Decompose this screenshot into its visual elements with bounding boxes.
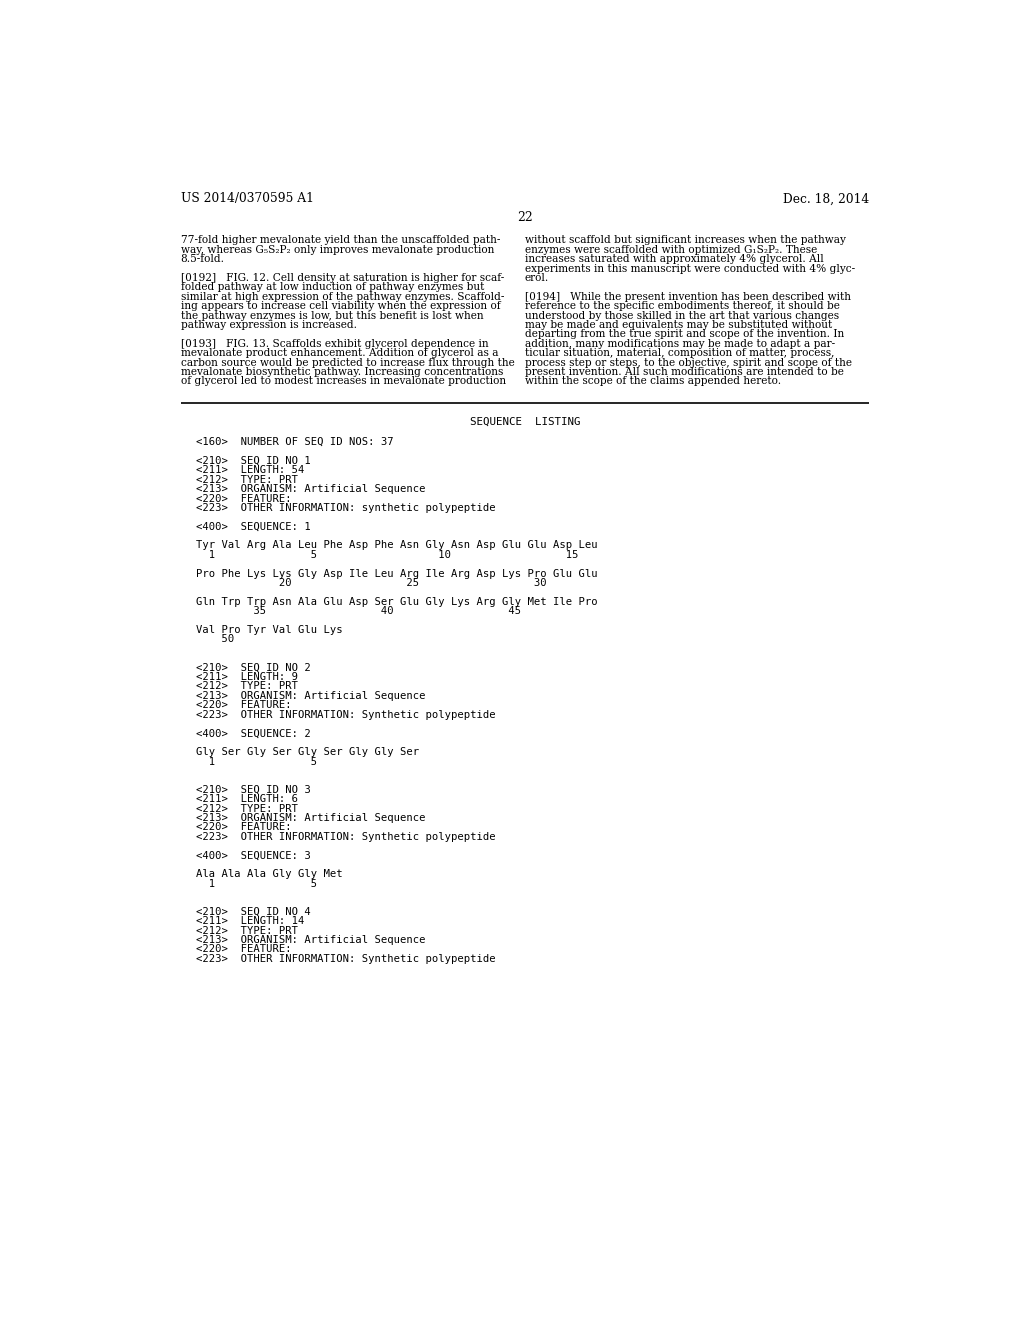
Text: <400>  SEQUENCE: 1: <400> SEQUENCE: 1 [197,521,311,532]
Text: <213>  ORGANISM: Artificial Sequence: <213> ORGANISM: Artificial Sequence [197,690,426,701]
Text: [0193]   FIG. 13. Scaffolds exhibit glycerol dependence in: [0193] FIG. 13. Scaffolds exhibit glycer… [180,339,488,348]
Text: <220>  FEATURE:: <220> FEATURE: [197,700,292,710]
Text: <223>  OTHER INFORMATION: synthetic polypeptide: <223> OTHER INFORMATION: synthetic polyp… [197,503,496,513]
Text: reference to the specific embodiments thereof, it should be: reference to the specific embodiments th… [524,301,840,312]
Text: enzymes were scaffolded with optimized G₁S₂P₂. These: enzymes were scaffolded with optimized G… [524,244,817,255]
Text: may be made and equivalents may be substituted without: may be made and equivalents may be subst… [524,319,833,330]
Text: <210>  SEQ ID NO 4: <210> SEQ ID NO 4 [197,907,311,917]
Text: <212>  TYPE: PRT: <212> TYPE: PRT [197,804,298,813]
Text: <210>  SEQ ID NO 2: <210> SEQ ID NO 2 [197,663,311,673]
Text: <220>  FEATURE:: <220> FEATURE: [197,494,292,503]
Text: <400>  SEQUENCE: 3: <400> SEQUENCE: 3 [197,850,311,861]
Text: <210>  SEQ ID NO 3: <210> SEQ ID NO 3 [197,784,311,795]
Text: <212>  TYPE: PRT: <212> TYPE: PRT [197,475,298,484]
Text: without scaffold but significant increases when the pathway: without scaffold but significant increas… [524,235,846,246]
Text: <160>  NUMBER OF SEQ ID NOS: 37: <160> NUMBER OF SEQ ID NOS: 37 [197,437,394,447]
Text: <400>  SEQUENCE: 2: <400> SEQUENCE: 2 [197,729,311,738]
Text: carbon source would be predicted to increase flux through the: carbon source would be predicted to incr… [180,358,514,367]
Text: 20                  25                  30: 20 25 30 [197,578,547,587]
Text: 1               5: 1 5 [197,756,317,767]
Text: <213>  ORGANISM: Artificial Sequence: <213> ORGANISM: Artificial Sequence [197,935,426,945]
Text: <211>  LENGTH: 6: <211> LENGTH: 6 [197,795,298,804]
Text: folded pathway at low induction of pathway enzymes but: folded pathway at low induction of pathw… [180,282,484,292]
Text: [0192]   FIG. 12. Cell density at saturation is higher for scaf-: [0192] FIG. 12. Cell density at saturati… [180,273,504,282]
Text: of glycerol led to modest increases in mevalonate production: of glycerol led to modest increases in m… [180,376,506,387]
Text: <212>  TYPE: PRT: <212> TYPE: PRT [197,681,298,692]
Text: understood by those skilled in the art that various changes: understood by those skilled in the art t… [524,310,839,321]
Text: the pathway enzymes is low, but this benefit is lost when: the pathway enzymes is low, but this ben… [180,310,483,321]
Text: <212>  TYPE: PRT: <212> TYPE: PRT [197,925,298,936]
Text: US 2014/0370595 A1: US 2014/0370595 A1 [180,193,313,206]
Text: mevalonate product enhancement. Addition of glycerol as a: mevalonate product enhancement. Addition… [180,348,499,358]
Text: process step or steps, to the objective, spirit and scope of the: process step or steps, to the objective,… [524,358,852,367]
Text: ing appears to increase cell viability when the expression of: ing appears to increase cell viability w… [180,301,501,312]
Text: [0194]   While the present invention has been described with: [0194] While the present invention has b… [524,292,851,302]
Text: experiments in this manuscript were conducted with 4% glyc-: experiments in this manuscript were cond… [524,264,855,273]
Text: <220>  FEATURE:: <220> FEATURE: [197,822,292,833]
Text: <223>  OTHER INFORMATION: Synthetic polypeptide: <223> OTHER INFORMATION: Synthetic polyp… [197,954,496,964]
Text: Gln Trp Trp Asn Ala Glu Asp Ser Glu Gly Lys Arg Gly Met Ile Pro: Gln Trp Trp Asn Ala Glu Asp Ser Glu Gly … [197,597,598,607]
Text: 35                  40                  45: 35 40 45 [197,606,521,616]
Text: ticular situation, material, composition of matter, process,: ticular situation, material, composition… [524,348,835,358]
Text: <211>  LENGTH: 9: <211> LENGTH: 9 [197,672,298,682]
Text: present invention. All such modifications are intended to be: present invention. All such modification… [524,367,844,378]
Text: 50: 50 [197,635,234,644]
Text: <211>  LENGTH: 54: <211> LENGTH: 54 [197,466,304,475]
Text: within the scope of the claims appended hereto.: within the scope of the claims appended … [524,376,781,387]
Text: 1               5                   10                  15: 1 5 10 15 [197,550,579,560]
Text: way, whereas G₅S₂P₂ only improves mevalonate production: way, whereas G₅S₂P₂ only improves mevalo… [180,244,494,255]
Text: <211>  LENGTH: 14: <211> LENGTH: 14 [197,916,304,927]
Text: <223>  OTHER INFORMATION: Synthetic polypeptide: <223> OTHER INFORMATION: Synthetic polyp… [197,832,496,842]
Text: mevalonate biosynthetic pathway. Increasing concentrations: mevalonate biosynthetic pathway. Increas… [180,367,503,378]
Text: 77-fold higher mevalonate yield than the unscaffolded path-: 77-fold higher mevalonate yield than the… [180,235,500,246]
Text: Pro Phe Lys Lys Gly Asp Ile Leu Arg Ile Arg Asp Lys Pro Glu Glu: Pro Phe Lys Lys Gly Asp Ile Leu Arg Ile … [197,569,598,578]
Text: pathway expression is increased.: pathway expression is increased. [180,319,356,330]
Text: <223>  OTHER INFORMATION: Synthetic polypeptide: <223> OTHER INFORMATION: Synthetic polyp… [197,710,496,719]
Text: 8.5-fold.: 8.5-fold. [180,255,224,264]
Text: erol.: erol. [524,273,549,282]
Text: Val Pro Tyr Val Glu Lys: Val Pro Tyr Val Glu Lys [197,626,343,635]
Text: <210>  SEQ ID NO 1: <210> SEQ ID NO 1 [197,455,311,466]
Text: Ala Ala Ala Gly Gly Met: Ala Ala Ala Gly Gly Met [197,870,343,879]
Text: 22: 22 [517,211,532,224]
Text: departing from the true spirit and scope of the invention. In: departing from the true spirit and scope… [524,330,844,339]
Text: <220>  FEATURE:: <220> FEATURE: [197,944,292,954]
Text: <213>  ORGANISM: Artificial Sequence: <213> ORGANISM: Artificial Sequence [197,484,426,494]
Text: SEQUENCE  LISTING: SEQUENCE LISTING [470,417,580,428]
Text: Tyr Val Arg Ala Leu Phe Asp Phe Asn Gly Asn Asp Glu Glu Asp Leu: Tyr Val Arg Ala Leu Phe Asp Phe Asn Gly … [197,540,598,550]
Text: Gly Ser Gly Ser Gly Ser Gly Gly Ser: Gly Ser Gly Ser Gly Ser Gly Gly Ser [197,747,419,758]
Text: similar at high expression of the pathway enzymes. Scaffold-: similar at high expression of the pathwa… [180,292,504,302]
Text: addition, many modifications may be made to adapt a par-: addition, many modifications may be made… [524,339,835,348]
Text: Dec. 18, 2014: Dec. 18, 2014 [782,193,869,206]
Text: <213>  ORGANISM: Artificial Sequence: <213> ORGANISM: Artificial Sequence [197,813,426,822]
Text: 1               5: 1 5 [197,879,317,888]
Text: increases saturated with approximately 4% glycerol. All: increases saturated with approximately 4… [524,255,823,264]
